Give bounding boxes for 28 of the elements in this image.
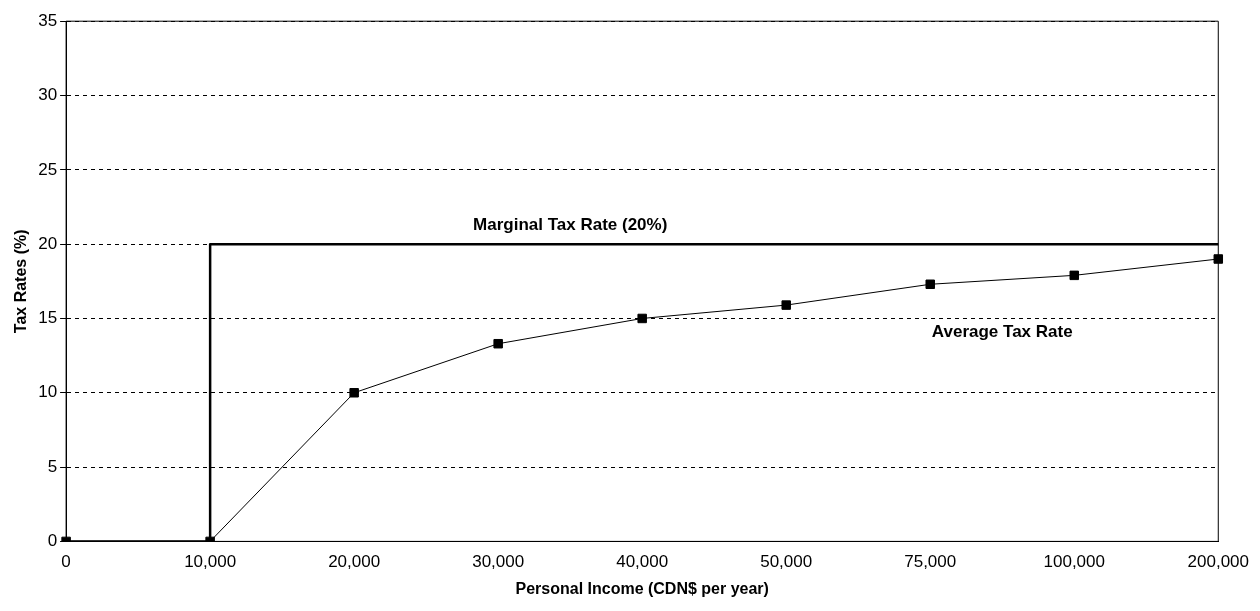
point <box>637 313 647 324</box>
x-tick-label: 30,000 <box>472 552 525 572</box>
y-tick-label: 5 <box>47 456 58 476</box>
y-tick-label: 20 <box>38 233 58 253</box>
y-tick-label: 30 <box>38 85 58 105</box>
point <box>349 388 359 398</box>
series-label: Marginal Tax Rate (20%) <box>473 215 668 235</box>
y-axis-title: Tax Rates (%) <box>12 229 30 334</box>
series-label: Average Tax Rate <box>931 322 1073 342</box>
x-axis-title: Personal Income (CDN$ per year) <box>515 579 769 597</box>
x-tick-label: 0 <box>61 552 71 572</box>
x-tick-label: 100,000 <box>1043 552 1105 572</box>
point <box>493 338 503 349</box>
x-tick-label: 200,000 <box>1187 552 1249 572</box>
x-tick-label: 50,000 <box>760 552 813 572</box>
y-tick-label: 25 <box>38 159 58 179</box>
x-tick-label: 40,000 <box>616 552 669 572</box>
y-tick-label: 10 <box>38 382 58 402</box>
point <box>1213 254 1224 264</box>
x-tick-label: 75,000 <box>904 552 957 572</box>
x-tick-label: 10,000 <box>184 552 237 572</box>
point <box>781 300 791 310</box>
x-tick-label: 20,000 <box>328 552 381 572</box>
point <box>1069 270 1079 281</box>
y-tick-label: 15 <box>38 308 58 328</box>
y-tick-label: 0 <box>47 531 58 551</box>
point <box>925 279 935 290</box>
y-tick-label: 35 <box>38 10 58 30</box>
